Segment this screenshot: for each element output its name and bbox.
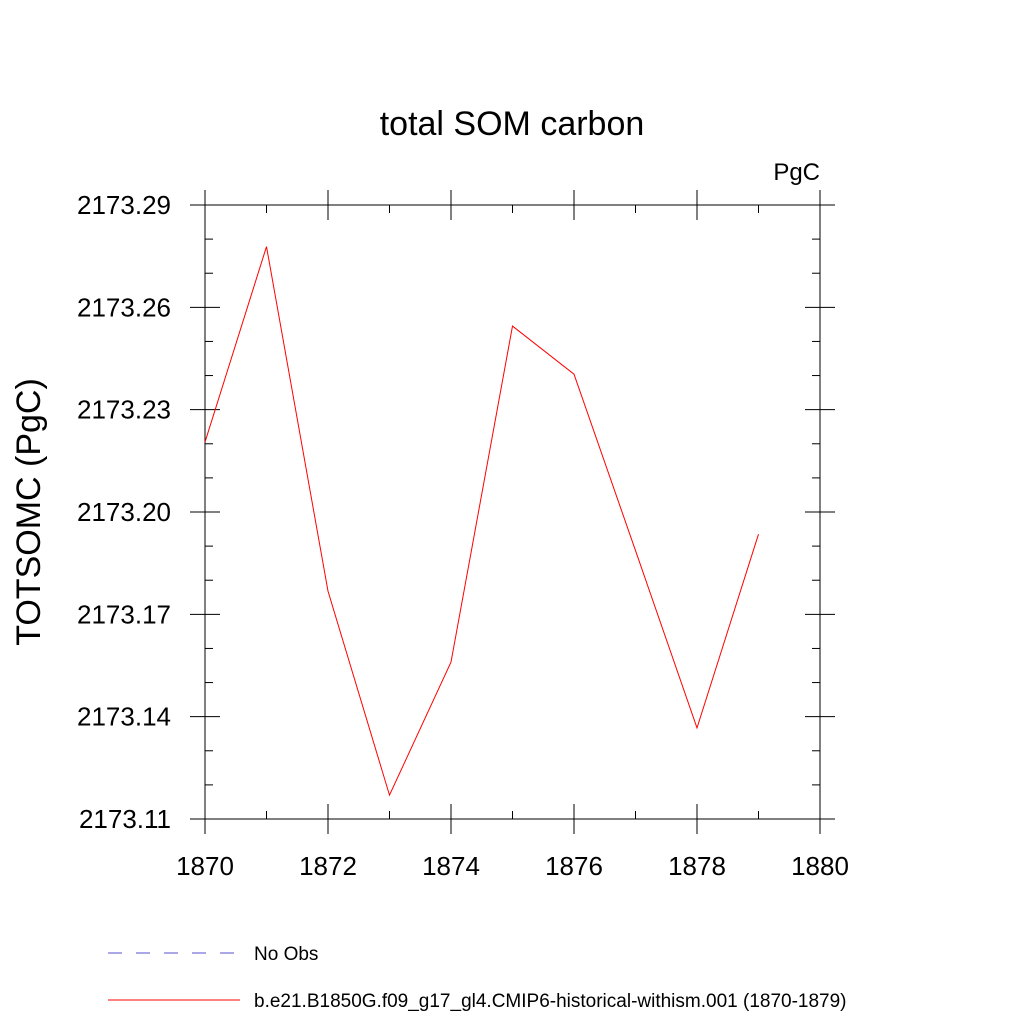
units-label: PgC xyxy=(773,159,820,186)
legend: No Obs b.e21.B1850G.f09_g17_gl4.CMIP6-his… xyxy=(108,944,847,1012)
series-lines xyxy=(204,246,759,797)
x-tick-label: 1876 xyxy=(545,851,603,881)
x-tick-label: 1878 xyxy=(668,851,726,881)
plot-frame xyxy=(204,204,821,820)
y-tick-label: 2173.26 xyxy=(77,292,171,322)
y-tick-label: 2173.17 xyxy=(77,599,171,629)
legend-label: No Obs xyxy=(254,944,318,965)
y-tick-label: 2173.20 xyxy=(77,497,171,527)
y-tick-label: 2173.14 xyxy=(77,702,171,732)
y-axis-label: TOTSOMC (PgC) xyxy=(10,378,48,646)
series-line xyxy=(204,246,759,797)
x-tick-label: 1872 xyxy=(299,851,357,881)
y-tick-label: 2173.11 xyxy=(79,804,171,834)
chart-title: total SOM carbon xyxy=(380,105,645,143)
x-tick-label: 1870 xyxy=(176,851,234,881)
x-tick-label: 1880 xyxy=(791,851,849,881)
legend-label: b.e21.B1850G.f09_g17_gl4.CMIP6-historica… xyxy=(254,991,847,1012)
y-tick-label: 2173.23 xyxy=(77,395,171,425)
axis-ticks xyxy=(190,190,835,834)
x-tick-label: 1874 xyxy=(422,851,480,881)
y-tick-label: 2173.29 xyxy=(77,190,171,220)
axis-tick-labels: 1870 1872 1874 1876 1878 1880 2173.11 2173.14 21… xyxy=(77,190,849,881)
